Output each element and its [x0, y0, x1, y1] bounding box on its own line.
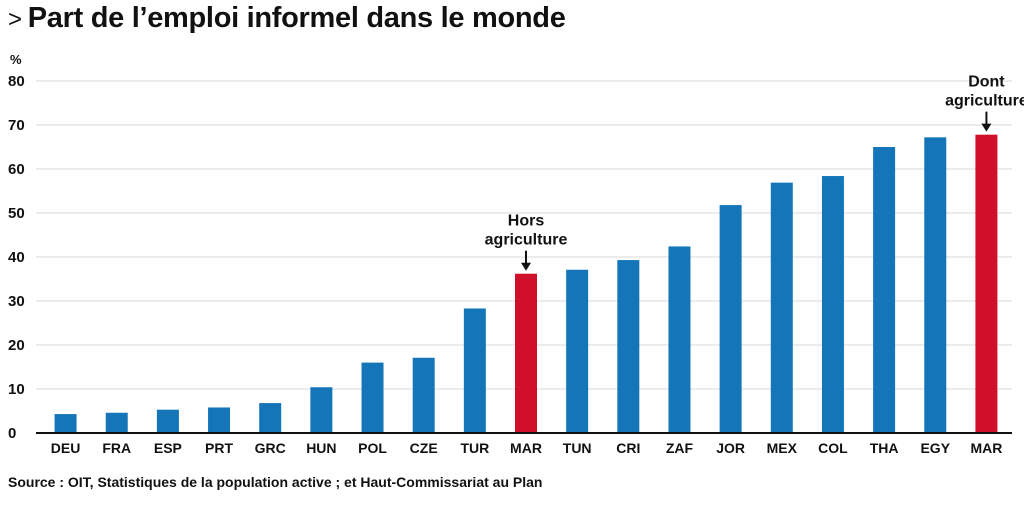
x-tick-label: PRT: [205, 440, 233, 456]
x-tick-label: MAR: [970, 440, 1002, 456]
y-axis: 0 10 20 30 40 50 60 70 80%: [8, 52, 25, 442]
x-axis: DEU FRA ESP PRT GRC HUN POL CZE TUR MAR TUN CRI ZAF J…: [36, 432, 1012, 456]
x-tick-label: JOR: [716, 440, 745, 456]
y-tick-label: 0: [8, 425, 16, 442]
y-tick-label: 10: [8, 381, 25, 398]
y-tick-label: 80: [8, 73, 25, 90]
annotation-label: Dont: [968, 74, 1005, 91]
x-tick-label: CZE: [410, 440, 438, 456]
x-tick-label: GRC: [255, 440, 286, 456]
y-tick-label: 20: [8, 337, 25, 354]
x-tick-label: FRA: [102, 440, 131, 456]
x-tick-label: HUN: [306, 440, 336, 456]
bar-hun: [310, 387, 333, 433]
bar-cri: [617, 260, 640, 433]
x-tick-label: MAR: [510, 440, 542, 456]
bar-tun: [566, 269, 589, 433]
x-tick-label: DEU: [51, 440, 81, 456]
x-tick-label: COL: [818, 440, 848, 456]
x-tick-label: THA: [870, 440, 899, 456]
x-tick-label: TUR: [460, 440, 489, 456]
x-tick-label: ZAF: [666, 440, 694, 456]
source-note: Source : OIT, Statistiques de la populat…: [8, 474, 543, 490]
bar-zaf: [668, 246, 691, 433]
y-tick-label: 60: [8, 161, 25, 178]
bars: [54, 134, 998, 434]
annotation-arrow-head: [521, 262, 531, 271]
bar-mar-highlighted: [515, 273, 537, 433]
y-tick-label: 70: [8, 117, 25, 134]
bar-prt: [208, 407, 231, 433]
x-tick-label: ESP: [154, 440, 182, 456]
annotations: Hors agriculture Dont agriculture: [485, 74, 1024, 271]
y-axis-label: %: [10, 52, 22, 67]
bar-grc: [259, 403, 282, 433]
x-tick-label: POL: [358, 440, 387, 456]
bar-tur: [463, 308, 486, 433]
bar-tha: [873, 147, 896, 433]
x-tick-label: TUN: [563, 440, 592, 456]
annotation-label: agriculture: [945, 93, 1024, 110]
bar-mar-highlighted: [975, 134, 998, 433]
bar-mex: [770, 182, 793, 433]
bar-esp: [156, 409, 179, 433]
bar-cze: [412, 357, 435, 433]
chart-title-text: Part de l’emploi informel dans le monde: [27, 2, 566, 34]
bar-jor: [719, 205, 742, 433]
bar-pol: [361, 362, 384, 433]
annotation-label: Hors: [508, 213, 545, 230]
y-tick-label: 40: [8, 249, 25, 266]
annotation-arrow-head: [981, 123, 992, 132]
annotation-label: agriculture: [485, 232, 568, 249]
bar-chart: 0 10 20 30 40 50 60 70 80% DEU FRA ESP PRT GRC HUN POL…: [8, 52, 1024, 456]
x-tick-label: CRI: [616, 440, 640, 456]
y-tick-label: 50: [8, 205, 25, 222]
title-chevron: >: [8, 6, 22, 33]
x-tick-label: MEX: [767, 440, 798, 456]
x-tick-label: EGY: [920, 440, 950, 456]
bar-egy: [924, 137, 947, 433]
bar-col: [821, 176, 844, 434]
chart-title: > Part de l’emploi informel dans le monde: [8, 2, 566, 35]
bar-deu: [54, 414, 77, 433]
y-tick-label: 30: [8, 293, 25, 310]
bar-fra: [105, 412, 128, 433]
